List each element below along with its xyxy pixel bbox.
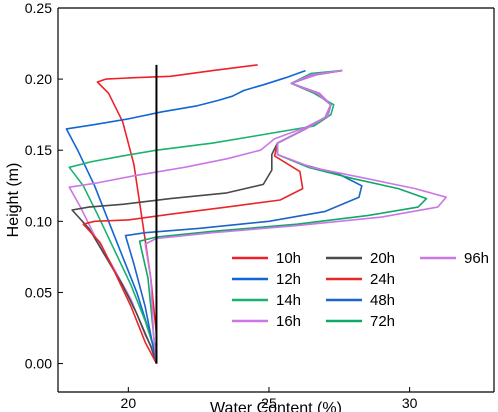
legend-label-20h: 20h xyxy=(370,250,395,267)
legend-label-48h: 48h xyxy=(370,292,395,309)
y-tick-label: 0.05 xyxy=(25,284,52,300)
series-line-14h xyxy=(68,69,343,364)
y-tick-label: 0.15 xyxy=(25,142,52,158)
legend-label-96h: 96h xyxy=(464,250,489,267)
y-tick-label: 0.10 xyxy=(25,213,52,229)
legend-label-12h: 12h xyxy=(276,271,301,288)
series-layer xyxy=(65,64,447,364)
y-tick-label: 0.00 xyxy=(25,356,52,372)
legend: 10h 12h 14h 16h 20h 24h 48h 72h 96h xyxy=(232,250,489,330)
series-line-96h xyxy=(144,69,447,364)
y-axis-title: Height (m) xyxy=(5,163,22,238)
y-tick-label: 0.20 xyxy=(25,71,52,87)
plot-frame xyxy=(57,7,495,393)
legend-label-14h: 14h xyxy=(276,292,301,309)
legend-label-24h: 24h xyxy=(370,271,395,288)
series-line-20h xyxy=(71,69,343,364)
legend-label-16h: 16h xyxy=(276,313,301,330)
y-axis-ticks: 0.00 0.05 0.10 0.15 0.20 0.25 xyxy=(25,0,63,372)
series-line-16h xyxy=(68,69,343,364)
series-line-12h xyxy=(65,69,306,364)
legend-label-10h: 10h xyxy=(276,250,301,267)
x-axis-ticks: 20 25 30 xyxy=(121,387,418,411)
x-tick-label: 20 xyxy=(121,395,137,411)
series-line-24h xyxy=(82,69,343,364)
x-tick-label: 25 xyxy=(261,395,277,411)
y-tick-label: 0.25 xyxy=(25,0,52,16)
legend-label-72h: 72h xyxy=(370,313,395,330)
x-axis-title: Water Content (%) xyxy=(210,400,342,412)
x-tick-label: 30 xyxy=(402,395,418,411)
